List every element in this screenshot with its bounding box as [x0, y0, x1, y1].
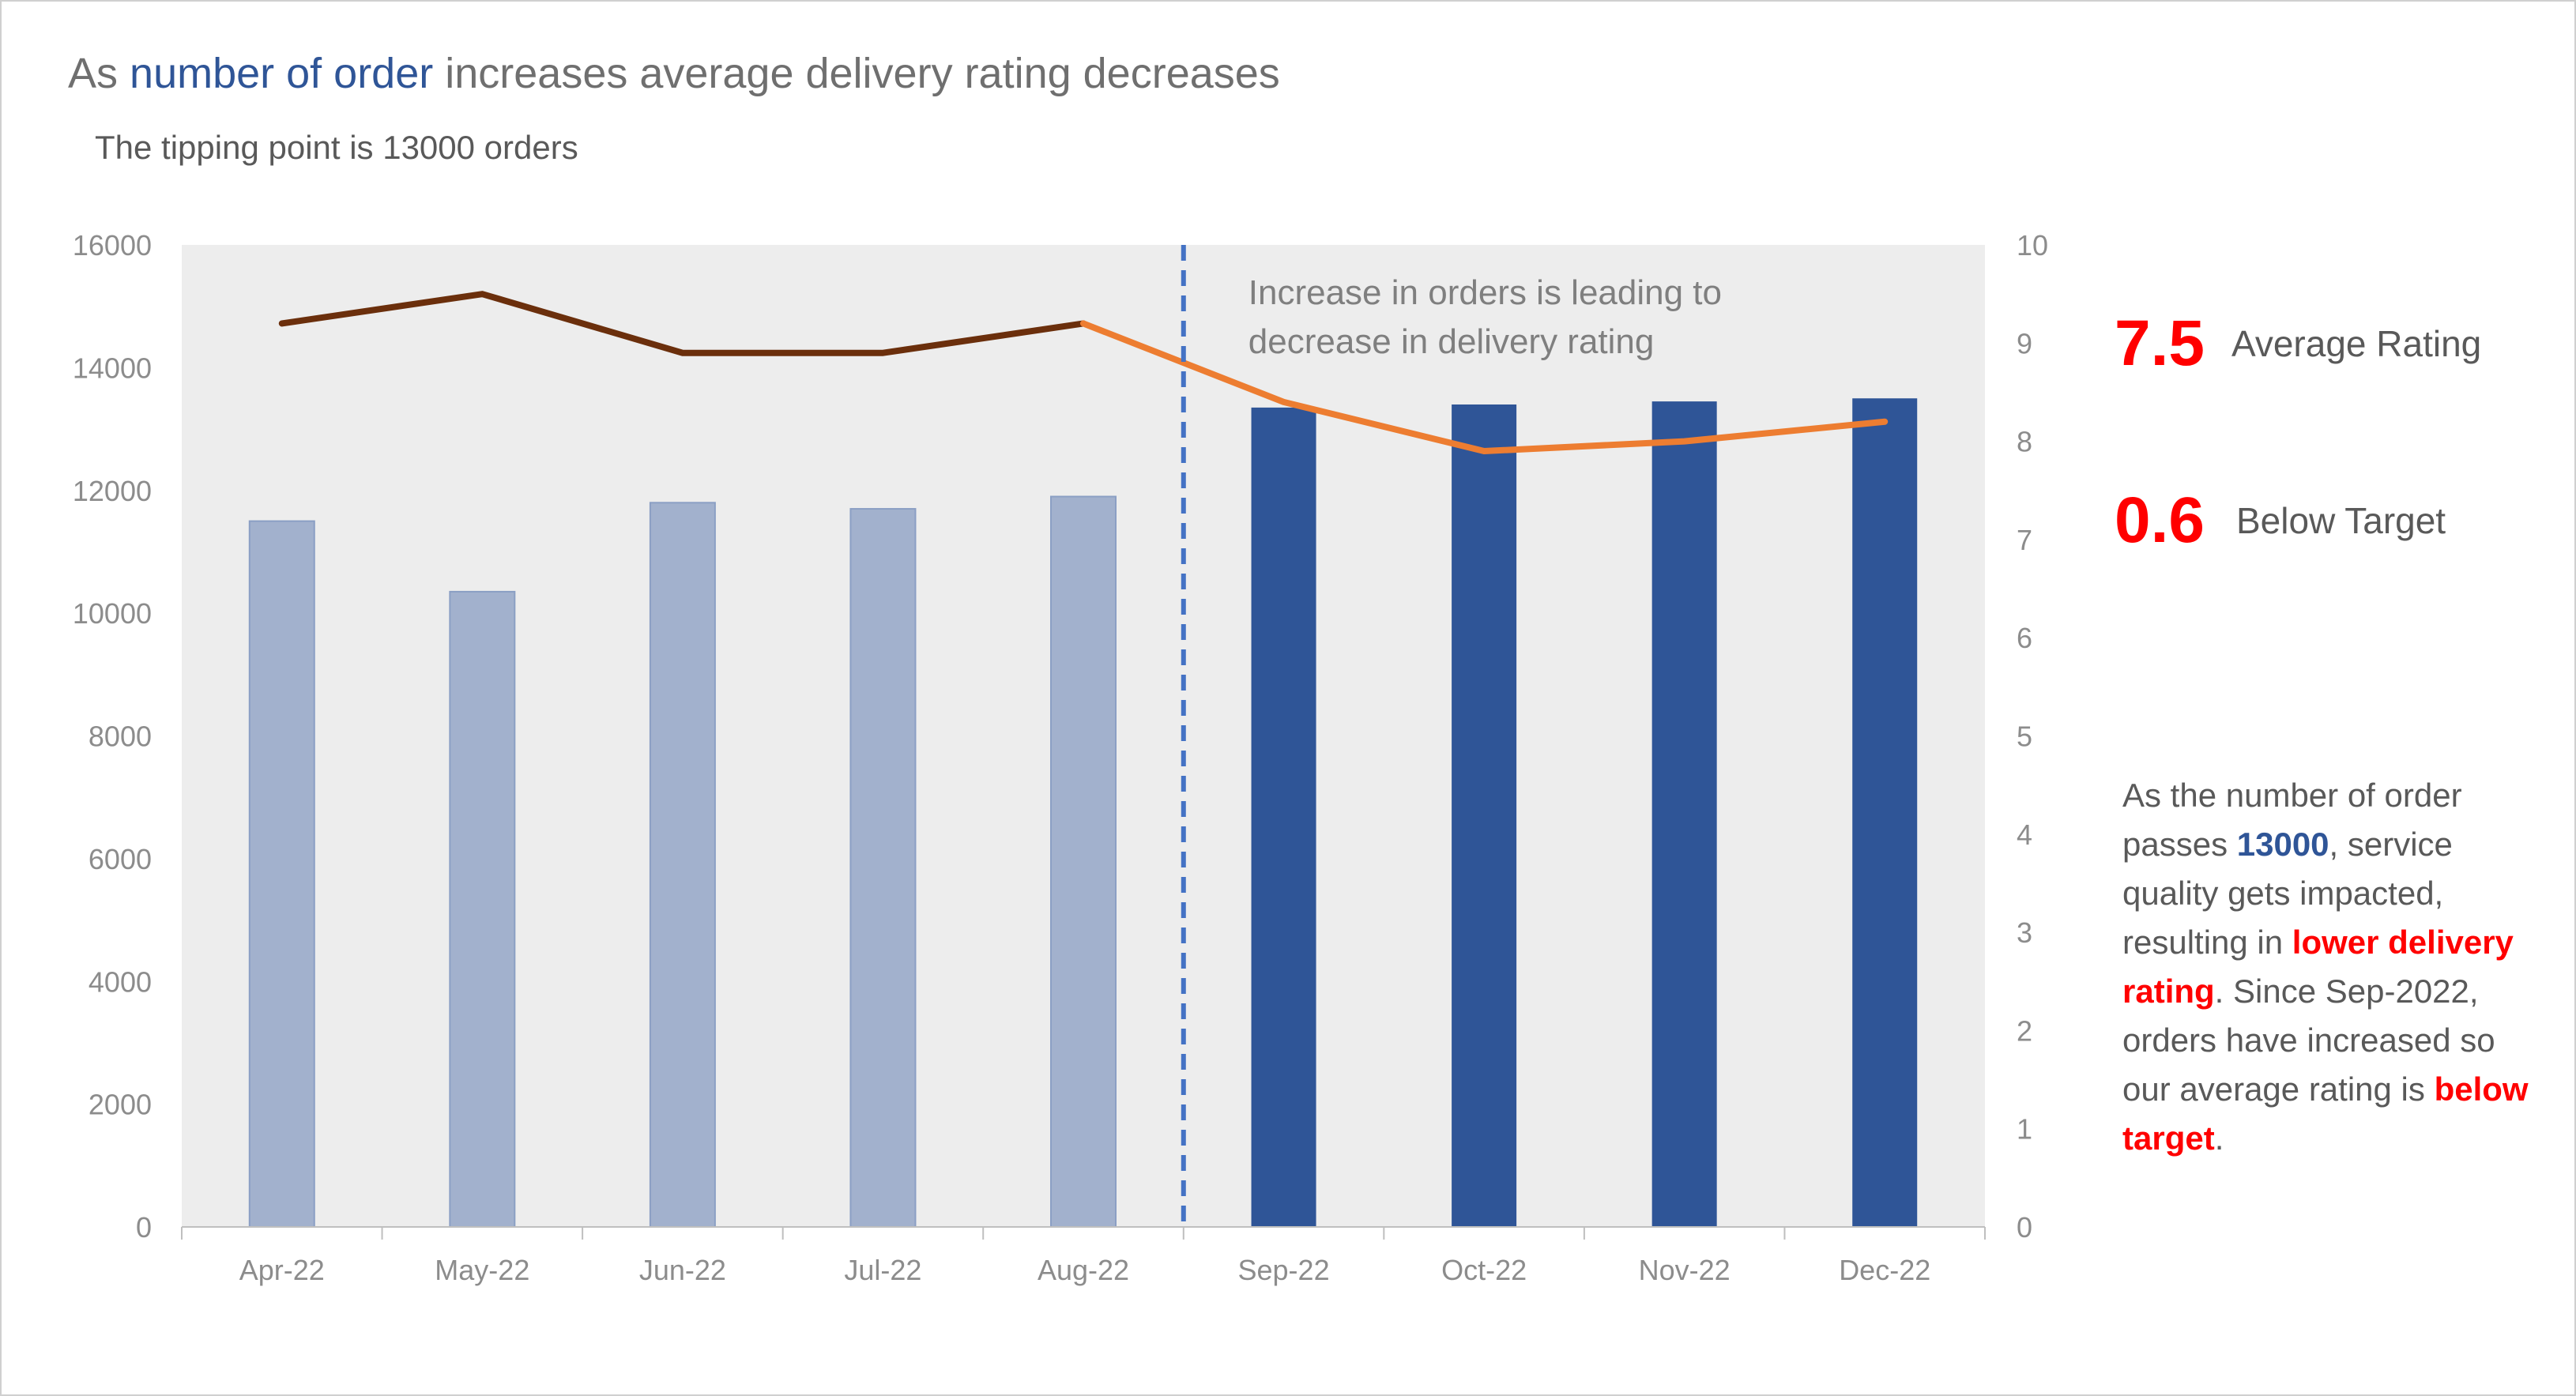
bar-dec-22: [1852, 398, 1918, 1227]
y-left-tick-label: 14000: [73, 352, 152, 384]
title-suffix: increases average delivery rating decrea…: [433, 50, 1280, 97]
chart-title: As number of order increases average del…: [68, 49, 1280, 98]
y-left-tick-label: 8000: [89, 721, 152, 753]
y-right-tick-label: 1: [2017, 1113, 2032, 1146]
x-tick-label: Jun-22: [639, 1254, 726, 1286]
y-right-tick-label: 8: [2017, 426, 2032, 458]
kpi-average-rating: 7.5 Average Rating: [2115, 307, 2481, 381]
y-right-tick-label: 9: [2017, 327, 2032, 359]
kpi-below-target: 0.6 Below Target: [2115, 484, 2446, 558]
x-tick-label: Oct-22: [1441, 1254, 1527, 1286]
note-text-4: .: [2214, 1119, 2224, 1157]
note-text-1: As the number of order passes: [2122, 777, 2462, 863]
rating-line-after: [1080, 320, 1889, 455]
x-tick-label: Nov-22: [1639, 1254, 1731, 1286]
annotation-text: decrease in delivery rating: [1248, 322, 1655, 361]
x-tick-label: Aug-22: [1038, 1254, 1129, 1286]
y-right-tick-label: 5: [2017, 721, 2032, 753]
x-tick-label: Apr-22: [239, 1254, 325, 1286]
y-left-tick-label: 4000: [89, 965, 152, 998]
y-right-tick-label: 4: [2017, 818, 2032, 851]
note-text-2: , service quality gets impacted, resulti…: [2122, 826, 2453, 961]
kpi-below-target-label: Below Target: [2236, 500, 2446, 541]
y-right-tick-label: 7: [2017, 524, 2032, 556]
x-tick-label: May-22: [435, 1254, 529, 1286]
y-left-tick-label: 16000: [73, 229, 152, 262]
bar-oct-22: [1452, 404, 1517, 1227]
bar-jul-22: [849, 508, 917, 1228]
insight-note: As the number of order passes 13000, ser…: [2122, 771, 2533, 1163]
x-tick-label: Dec-22: [1839, 1254, 1930, 1286]
annotation-text: Increase in orders is leading to: [1248, 273, 1722, 312]
title-highlight: number of order: [130, 50, 434, 97]
y-left-tick-label: 2000: [89, 1089, 152, 1121]
y-right-tick-label: 6: [2017, 622, 2032, 654]
title-prefix: As: [68, 50, 130, 97]
y-right-tick-label: 10: [2017, 229, 2048, 262]
x-tick-label: Sep-22: [1238, 1254, 1330, 1286]
note-below-target: below target: [2122, 1071, 2529, 1157]
bar-may-22: [449, 590, 516, 1228]
y-left-tick-label: 0: [136, 1211, 152, 1244]
y-right-tick-label: 2: [2017, 1014, 2032, 1047]
y-left-tick-label: 6000: [89, 843, 152, 875]
y-right-tick-label: 3: [2017, 916, 2032, 949]
y-left-tick-label: 10000: [73, 597, 152, 630]
kpi-below-target-value: 0.6: [2115, 484, 2205, 556]
bar-apr-22: [248, 520, 315, 1228]
kpi-average-rating-value: 7.5: [2115, 307, 2205, 379]
bar-jun-22: [649, 502, 716, 1228]
y-left-tick-label: 12000: [73, 475, 152, 507]
note-lower-rating: lower delivery rating: [2122, 924, 2514, 1010]
x-tick-label: Jul-22: [844, 1254, 921, 1286]
note-text-3: . Since Sep-2022, orders have increased …: [2122, 973, 2495, 1108]
chart-subtitle: The tipping point is 13000 orders: [95, 129, 578, 166]
bar-nov-22: [1651, 401, 1717, 1227]
kpi-average-rating-label: Average Rating: [2231, 323, 2482, 364]
bar-sep-22: [1251, 407, 1316, 1228]
note-threshold: 13000: [2236, 826, 2329, 863]
y-right-tick-label: 0: [2017, 1211, 2032, 1244]
rating-line-before: [278, 291, 1087, 356]
bar-aug-22: [1050, 495, 1117, 1228]
